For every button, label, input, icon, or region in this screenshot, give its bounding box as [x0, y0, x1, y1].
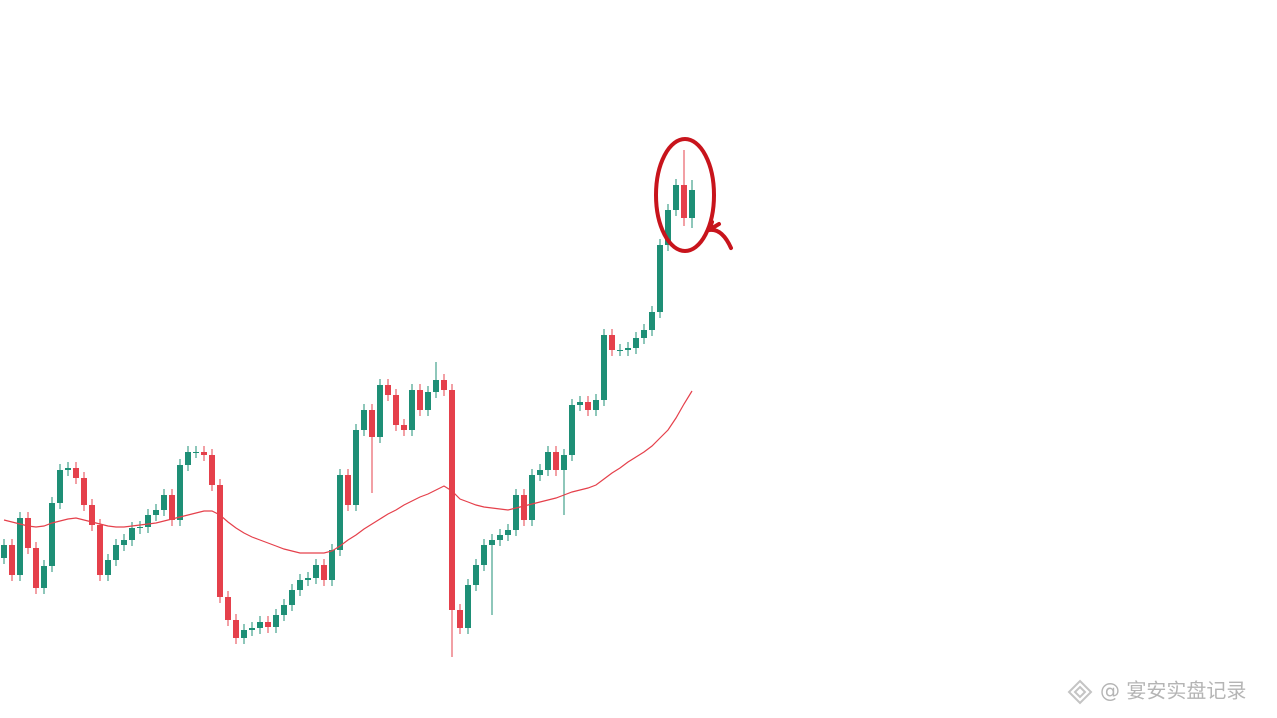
candle-body: [33, 548, 39, 588]
candle-body: [601, 335, 607, 400]
candle-body: [489, 540, 495, 545]
candle-body: [321, 565, 327, 580]
candle-body: [89, 505, 95, 525]
candle-body: [641, 330, 647, 338]
candle-body: [545, 452, 551, 470]
candle-body: [417, 390, 423, 410]
candle-body: [113, 545, 119, 560]
moving-average: [3, 390, 693, 554]
candle-body: [465, 585, 471, 628]
candle-body: [409, 390, 415, 430]
candle-body: [281, 605, 287, 615]
candle-body: [41, 566, 47, 588]
candle-body: [673, 185, 679, 210]
candle-body: [393, 395, 399, 425]
candle-body: [441, 380, 447, 390]
candle-body: [377, 385, 383, 437]
candle-body: [265, 622, 271, 627]
candle-body: [209, 455, 215, 485]
candle-body: [449, 390, 455, 610]
candle-body: [617, 350, 623, 351]
candle-body: [225, 597, 231, 620]
candle-body: [577, 402, 583, 405]
candle-body: [633, 338, 639, 348]
candle-body: [625, 348, 631, 350]
candle-body: [649, 312, 655, 330]
candle-body: [521, 495, 527, 520]
candle-body: [585, 402, 591, 410]
candle-body: [73, 468, 79, 478]
candle-body: [241, 630, 247, 638]
candle-body: [481, 545, 487, 565]
candle-body: [145, 515, 151, 527]
candle-body: [529, 475, 535, 520]
candle-body: [329, 550, 335, 580]
candle-body: [593, 400, 599, 410]
candle-body: [553, 452, 559, 470]
candle-body: [153, 510, 159, 515]
candle-body: [137, 527, 143, 528]
candle-body: [97, 525, 103, 575]
candle-body: [177, 465, 183, 520]
candle-body: [369, 410, 375, 437]
annotation-arrow: [707, 220, 733, 250]
candle-body: [57, 470, 63, 503]
candle-body: [193, 452, 199, 453]
candle-body: [665, 210, 671, 245]
plot-area: [1, 150, 695, 657]
candle-body: [689, 190, 695, 218]
candle-body: [49, 503, 55, 566]
candle-body: [273, 615, 279, 627]
candle-body: [385, 385, 391, 395]
candle-body: [433, 380, 439, 392]
candle-body: [361, 410, 367, 430]
candle-body: [457, 610, 463, 628]
candle-body: [657, 245, 663, 312]
candle-body: [305, 578, 311, 580]
candle-body: [537, 470, 543, 475]
candle-body: [353, 430, 359, 505]
candle-body: [105, 560, 111, 575]
candle-body: [65, 468, 71, 470]
candle-body: [161, 495, 167, 510]
candle-body: [297, 580, 303, 590]
candle-body: [17, 518, 23, 575]
candle-body: [289, 590, 295, 605]
candle-body: [569, 405, 575, 455]
candle-body: [505, 530, 511, 535]
candle-body: [609, 335, 615, 350]
candle-body: [561, 455, 567, 470]
watermark: @ 宴安实盘记录: [1100, 679, 1246, 703]
candle-body: [129, 528, 135, 540]
candle-body: [337, 475, 343, 550]
candle-body: [313, 565, 319, 578]
candle-body: [25, 518, 31, 548]
candle-body: [185, 452, 191, 465]
candle-body: [9, 545, 15, 575]
candle-body: [497, 535, 503, 540]
candle-body: [401, 425, 407, 430]
candle-body: [249, 628, 255, 630]
candle-body: [681, 185, 687, 218]
candle-body: [81, 478, 87, 505]
candle-body: [233, 620, 239, 638]
candle-body: [169, 495, 175, 520]
candle-body: [201, 452, 207, 455]
annotation-circle: [654, 137, 716, 253]
candle-body: [473, 565, 479, 585]
candle-body: [345, 475, 351, 505]
candle-body: [513, 495, 519, 530]
candle-body: [217, 485, 223, 597]
candle-body: [1, 545, 7, 558]
candle-body: [121, 540, 127, 545]
watermark-logo: [1067, 679, 1093, 705]
candle-body: [257, 622, 263, 628]
candle-body: [425, 392, 431, 410]
